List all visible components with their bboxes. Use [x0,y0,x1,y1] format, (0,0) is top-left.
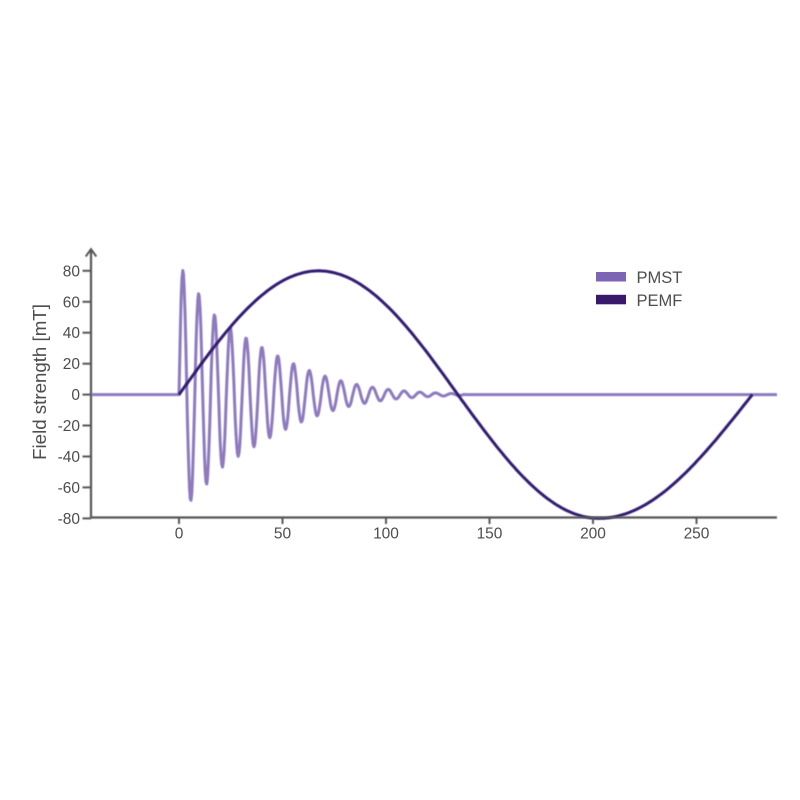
svg-text:Field strength [mT]: Field strength [mT] [29,304,50,460]
svg-text:0: 0 [71,387,80,404]
svg-text:150: 150 [477,526,503,543]
svg-text:-80: -80 [58,511,81,528]
svg-text:-60: -60 [58,480,81,497]
svg-text:40: 40 [63,325,81,342]
svg-text:20: 20 [63,356,81,373]
svg-text:200: 200 [580,526,606,543]
svg-text:PMST: PMST [637,269,683,287]
svg-text:-20: -20 [58,418,81,435]
svg-text:50: 50 [274,526,292,543]
svg-text:PEMF: PEMF [637,292,683,310]
svg-text:-40: -40 [58,449,81,466]
svg-text:250: 250 [684,526,710,543]
svg-text:60: 60 [63,294,81,311]
svg-text:80: 80 [63,263,81,280]
svg-text:100: 100 [373,526,399,543]
svg-text:0: 0 [175,526,184,543]
